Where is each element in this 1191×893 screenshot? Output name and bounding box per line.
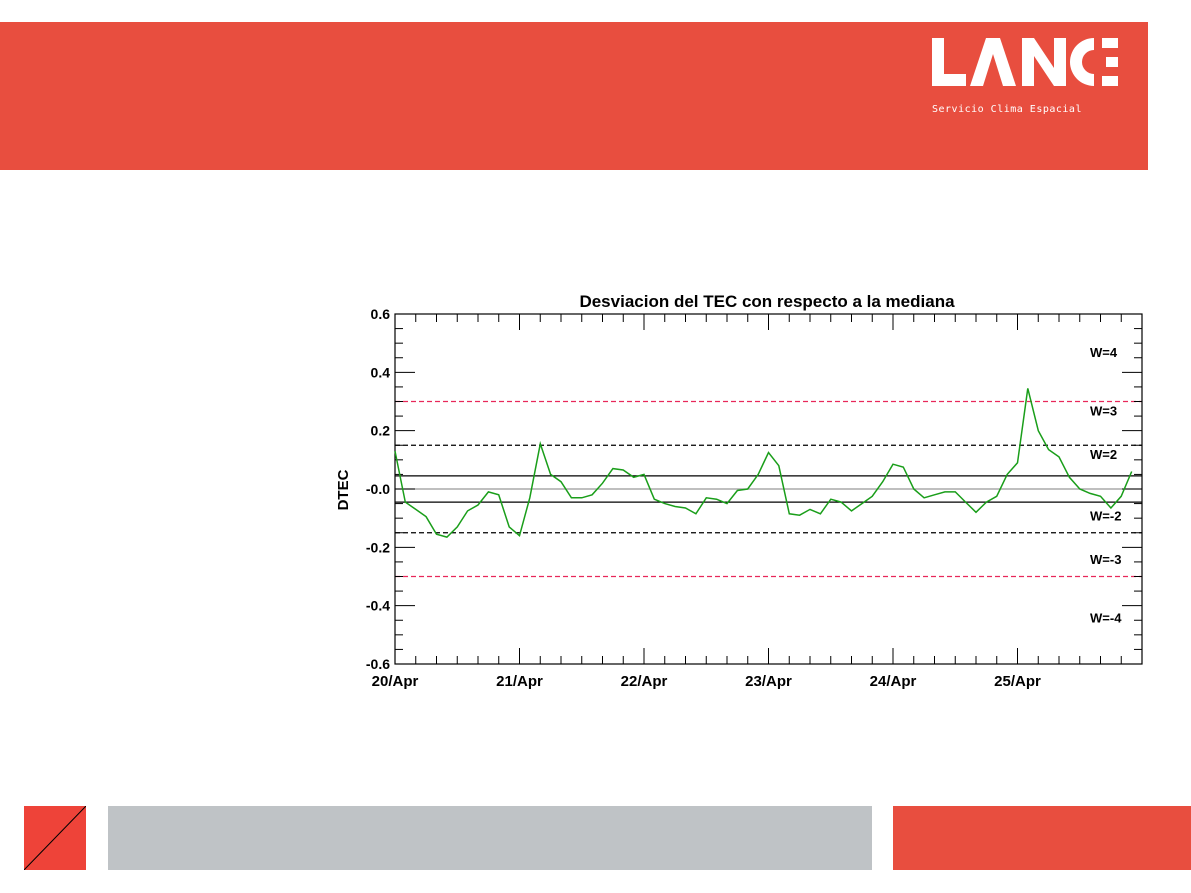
y-tick-label: 0.6 — [371, 306, 391, 322]
x-tick-label: 24/Apr — [870, 673, 917, 690]
footer-square — [24, 806, 86, 870]
y-tick-label: -0.2 — [366, 539, 390, 555]
x-tick-label: 23/Apr — [745, 673, 792, 690]
chart-container: Desviacion del TEC con respecto a la med… — [320, 280, 1160, 700]
y-tick-label: 0.4 — [371, 364, 391, 380]
x-tick-label: 25/Apr — [994, 673, 1041, 690]
y-axis-label: DTEC — [335, 469, 352, 510]
x-tick-label: 22/Apr — [621, 673, 668, 690]
logo-subtitle: Servicio Clima Espacial — [932, 104, 1082, 115]
level-label: W=2 — [1090, 447, 1117, 462]
footer-accent — [893, 806, 1191, 870]
level-label: W=3 — [1090, 403, 1117, 418]
reference-lines — [395, 400, 1142, 578]
footer-bar — [108, 806, 872, 870]
level-label: W=-3 — [1090, 552, 1121, 567]
level-labels: W=4 W=3 W=2 W=-2 W=-3 W=-4 — [1090, 345, 1122, 625]
level-label: W=4 — [1090, 345, 1118, 360]
y-tick-label: -0.0 — [366, 481, 390, 497]
top-banner — [0, 22, 1148, 170]
x-tick-label: 20/Apr — [372, 673, 419, 690]
level-label: W=-2 — [1090, 508, 1121, 523]
y-tick-label: -0.4 — [366, 598, 390, 614]
chart-title: Desviacion del TEC con respecto a la med… — [579, 292, 955, 311]
x-ticks: 20/Apr 21/Apr 22/Apr 23/Apr 24/Apr 25/Apr — [372, 314, 1143, 690]
y-tick-label: -0.6 — [366, 656, 390, 672]
x-tick-label: 21/Apr — [496, 673, 543, 690]
lance-logo — [932, 38, 1118, 86]
series-line-0 — [394, 388, 1133, 538]
series-group — [394, 388, 1133, 538]
footer-diagonal-icon — [24, 806, 86, 870]
y-tick-label: 0.2 — [371, 423, 391, 439]
y-ticks: 0.6 0.4 0.2 -0.0 -0.2 -0.4 -0.6 — [366, 306, 1142, 672]
level-label: W=-4 — [1090, 610, 1122, 625]
dtec-chart: Desviacion del TEC con respecto a la med… — [335, 292, 1143, 690]
